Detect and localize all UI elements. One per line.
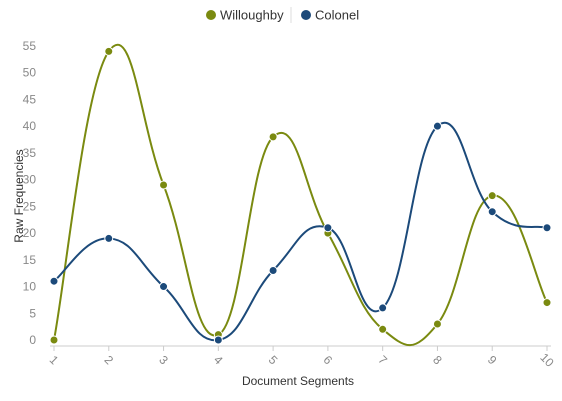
- x-axis: 1 2 3 4 5 6 7 8 9 10: [47, 345, 557, 370]
- data-point-colonel-7[interactable]: [378, 303, 388, 313]
- y-axis: 0 5 10 15 20 25 30 35 40 45 50 55: [23, 39, 37, 347]
- y-tick-label: 40: [23, 119, 37, 133]
- data-point-colonel-4[interactable]: [213, 335, 223, 345]
- data-point-colonel-1[interactable]: [49, 276, 59, 286]
- y-tick-label: 15: [23, 253, 37, 267]
- y-tick-label: 0: [29, 333, 36, 347]
- x-tick-label: 4: [211, 353, 226, 368]
- data-point-willoughby-9[interactable]: [487, 191, 497, 201]
- data-point-colonel-5[interactable]: [268, 266, 278, 276]
- legend: Willoughby Colonel: [206, 7, 359, 23]
- y-tick-label: 5: [29, 306, 36, 320]
- data-point-willoughby-2[interactable]: [104, 46, 114, 56]
- data-point-colonel-3[interactable]: [159, 282, 169, 292]
- legend-marker-colonel: [301, 10, 311, 20]
- series-layer: [49, 43, 552, 346]
- data-point-willoughby-10[interactable]: [542, 298, 552, 308]
- legend-label-willoughby: Willoughby: [220, 8, 284, 23]
- y-tick-label: 25: [23, 199, 37, 213]
- y-tick-label: 20: [23, 226, 37, 240]
- data-point-colonel-10[interactable]: [542, 223, 552, 233]
- series-line-willoughby: [53, 43, 548, 346]
- x-axis-title: Document Segments: [242, 374, 354, 388]
- y-tick-label: 50: [23, 66, 37, 80]
- x-tick-label: 1: [47, 353, 62, 368]
- x-tick-label: 2: [101, 353, 116, 368]
- y-tick-label: 10: [23, 280, 37, 294]
- legend-marker-willoughby: [206, 10, 216, 20]
- data-point-willoughby-1[interactable]: [49, 335, 59, 345]
- legend-item-willoughby[interactable]: Willoughby: [206, 8, 284, 23]
- series-line-colonel: [53, 122, 548, 342]
- data-point-colonel-8[interactable]: [432, 121, 442, 131]
- x-tick-label: 8: [430, 353, 445, 368]
- y-tick-label: 30: [23, 173, 37, 187]
- data-point-willoughby-7[interactable]: [378, 324, 388, 334]
- y-tick-label: 45: [23, 92, 37, 106]
- x-tick-label: 6: [321, 353, 336, 368]
- y-axis-title: Raw Frequencies: [12, 149, 26, 242]
- data-point-willoughby-8[interactable]: [432, 319, 442, 329]
- y-tick-label: 35: [23, 146, 37, 160]
- y-tick-label: 55: [23, 39, 37, 53]
- data-point-willoughby-3[interactable]: [159, 180, 169, 190]
- x-tick-label: 10: [537, 350, 557, 370]
- x-tick-label: 9: [485, 353, 500, 368]
- legend-item-colonel[interactable]: Colonel: [301, 8, 359, 23]
- data-point-colonel-2[interactable]: [104, 233, 114, 243]
- x-tick-label: 3: [156, 353, 171, 368]
- x-tick-label: 5: [266, 353, 281, 368]
- data-point-colonel-9[interactable]: [487, 207, 497, 217]
- x-tick-label: 7: [375, 353, 390, 368]
- data-point-colonel-6[interactable]: [323, 223, 333, 233]
- legend-label-colonel: Colonel: [315, 8, 359, 23]
- data-point-willoughby-5[interactable]: [268, 132, 278, 142]
